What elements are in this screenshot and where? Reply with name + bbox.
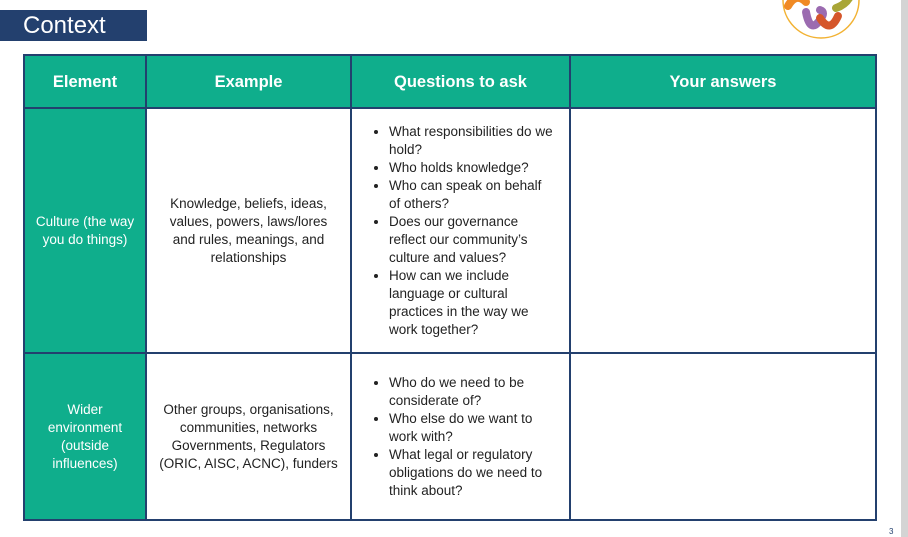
context-table: Element Example Questions to ask Your an… [23,54,877,521]
element-cell: Culture (the way you do things) [23,107,147,354]
side-strip [901,0,908,537]
question-item: How can we include language or cultural … [389,267,554,339]
page-number: 3 [889,527,894,536]
question-item: What responsibilities do we hold? [389,123,554,159]
question-item: Who else do we want to work with? [389,410,554,446]
questions-cell: What responsibilities do we hold? Who ho… [350,107,571,354]
logo-icon [782,0,860,39]
header-row: Element Example Questions to ask Your an… [23,54,877,109]
header-questions: Questions to ask [350,54,571,109]
question-item: Does our governance reflect our communit… [389,213,554,267]
question-item: What legal or regulatory obligations do … [389,446,554,500]
header-answers: Your answers [569,54,877,109]
table-row: Culture (the way you do things) Knowledg… [23,107,877,354]
header-example: Example [145,54,352,109]
answer-cell[interactable] [569,107,877,354]
example-cell: Knowledge, beliefs, ideas, values, power… [145,107,352,354]
questions-cell: Who do we need to be considerate of? Who… [350,352,571,521]
header-element: Element [23,54,147,109]
element-cell: Wider environment (outside influences) [23,352,147,521]
question-item: Who can speak on behalf of others? [389,177,554,213]
question-item: Who holds knowledge? [389,159,554,177]
example-cell: Other groups, organisations, communities… [145,352,352,521]
table-row: Wider environment (outside influences) O… [23,352,877,521]
answer-cell[interactable] [569,352,877,521]
page-title: Context [0,10,147,41]
question-item: Who do we need to be considerate of? [389,374,554,410]
